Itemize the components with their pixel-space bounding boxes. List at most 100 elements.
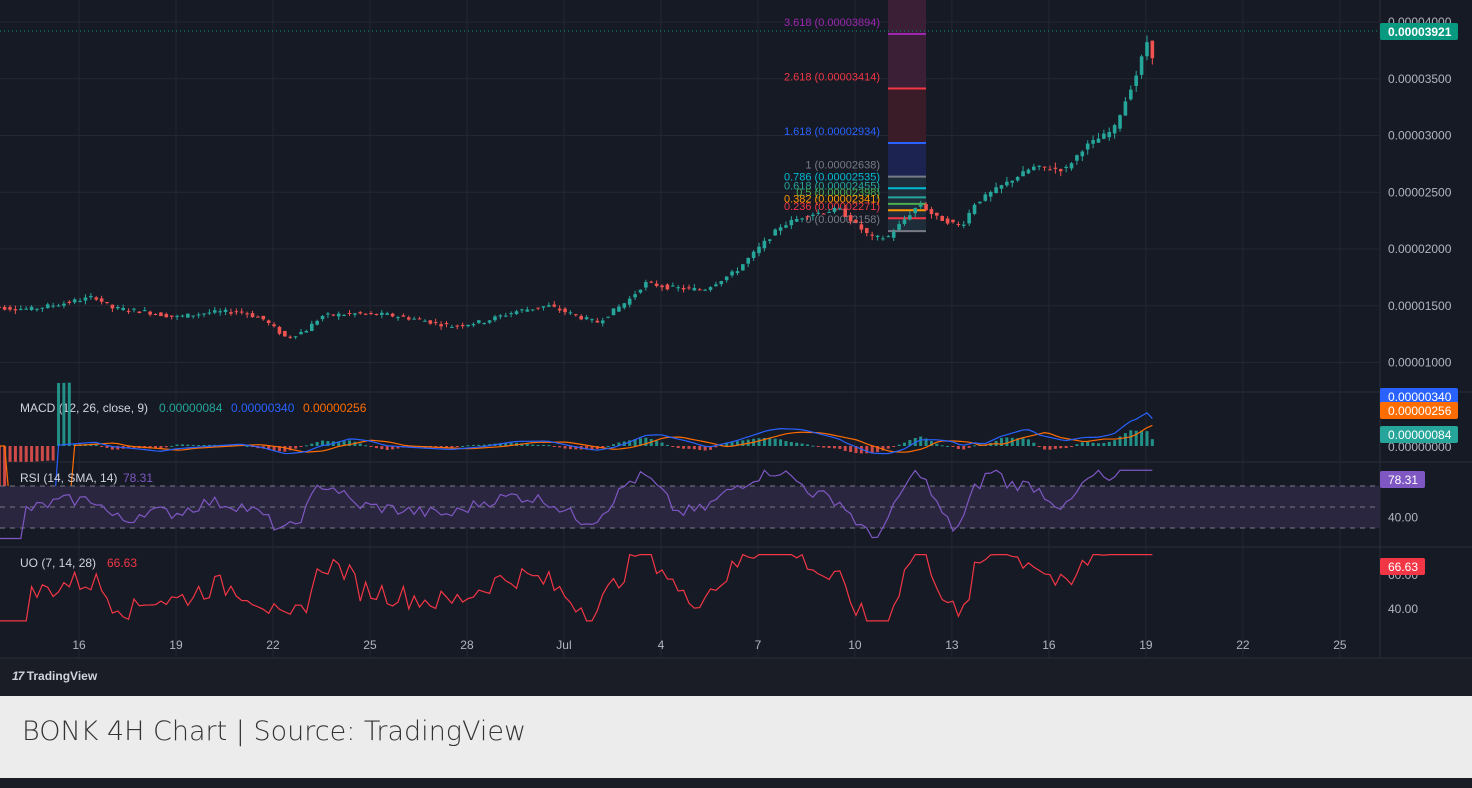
macd-histogram-bar [1096, 443, 1100, 446]
candle-body [967, 212, 971, 224]
candle-body [886, 236, 891, 238]
macd-histogram-bar [272, 446, 276, 451]
macd-histogram-bar [558, 446, 562, 448]
macd-histogram-bar [849, 446, 853, 453]
candle-body [19, 308, 23, 310]
macd-histogram-bar [940, 445, 944, 447]
macd-histogram-bar [725, 442, 729, 446]
candle-body [1053, 167, 1058, 169]
macd-histogram-bar [876, 446, 880, 452]
candle-body [35, 308, 39, 310]
macd-histogram-bar [886, 446, 890, 449]
candle-body [1042, 166, 1047, 168]
candle-body [1058, 169, 1063, 172]
candle-body [1005, 181, 1009, 186]
candle-body [999, 185, 1004, 189]
candle-body [164, 314, 169, 318]
candle-body [169, 315, 174, 317]
macd-histogram-bar [773, 438, 777, 446]
rsi-value: 78.31 [123, 471, 153, 485]
time-axis-label: 25 [1333, 638, 1347, 652]
fib-level-label: 0 (0.00002158) [805, 214, 880, 226]
macd-histogram-bar [267, 446, 271, 450]
candle-body [261, 315, 266, 320]
rsi-badge-value: 78.31 [1388, 473, 1418, 487]
macd-histogram-bar [525, 443, 529, 446]
candle-body [159, 312, 163, 317]
candle-body [568, 312, 573, 314]
macd-histogram-bar [197, 445, 201, 447]
price-axis-label: 0.00001000 [1388, 356, 1452, 370]
candle-body [40, 307, 45, 309]
candle-body [396, 317, 400, 319]
time-axis-label: 16 [1042, 638, 1056, 652]
fib-level-label: 0.382 (0.00002341) [784, 193, 880, 205]
uo-badge-value: 66.63 [1388, 560, 1418, 574]
candle-body [1091, 140, 1095, 144]
macd-histogram-bar [35, 446, 39, 462]
candle-body [401, 315, 406, 317]
macd-histogram-bar [245, 445, 249, 447]
macd-histogram-bar [1037, 446, 1041, 448]
macd-histogram-bar [461, 446, 465, 447]
candle-body [369, 313, 373, 315]
tradingview-logo[interactable]: 17 TradingView [12, 669, 97, 683]
candle-body [331, 314, 336, 316]
candle-body [2, 306, 7, 310]
uo-value-badge [1380, 558, 1425, 575]
candle-body [584, 317, 589, 320]
candle-body [1107, 131, 1112, 138]
candle-body [547, 305, 551, 307]
candle-body [153, 314, 158, 316]
candle-body [218, 311, 222, 313]
fib-zone-top [888, 0, 926, 89]
macd-histogram-bar [973, 445, 977, 447]
macd-histogram-bar [946, 445, 950, 447]
candle-body [870, 234, 874, 236]
macd-histogram-bar [612, 444, 616, 446]
candle-body [293, 336, 298, 338]
candle-body [924, 204, 928, 211]
candle-body [778, 227, 783, 231]
candle-body [590, 319, 594, 321]
candle-body [681, 287, 686, 290]
candle-body [606, 316, 610, 318]
rsi-title: RSI (14, SMA, 14) [20, 471, 117, 485]
uo-axis-label: 40.00 [1388, 602, 1418, 616]
candle-body [848, 215, 853, 222]
tradingview-logo-mark: 17 [12, 669, 24, 683]
macd-histogram-bar [1070, 446, 1074, 447]
macd-histogram-bar [326, 441, 330, 446]
candle-body [390, 313, 395, 317]
macd-histogram-bar [1016, 438, 1020, 446]
candle-body [423, 320, 427, 322]
macd-value-badge [1380, 388, 1458, 405]
macd-title: MACD (12, 26, close, 9) [20, 401, 148, 415]
candle-body [816, 212, 821, 214]
candle-body [1145, 42, 1149, 57]
macd-histogram-bar [46, 446, 50, 461]
candle-body [498, 315, 503, 317]
price-axis-label: 0.00003500 [1388, 72, 1452, 86]
macd-histogram-bar [127, 446, 131, 449]
candle-body [175, 315, 179, 317]
candle-body [126, 310, 131, 312]
candle-body [741, 264, 745, 271]
candle-body [385, 313, 390, 315]
candle-body [751, 251, 756, 259]
candle-body [105, 302, 109, 304]
fib-level-label: 3.618 (0.00003894) [784, 17, 880, 29]
uo-title: UO (7, 14, 28) [20, 556, 96, 570]
candle-body [1021, 171, 1025, 177]
trading-chart[interactable]: 16 19 22 25 28 Jul 4 7 10 13 16 19 22 250.000040000.0… [0, 0, 1472, 696]
time-axis-label: Jul [556, 638, 571, 652]
macd-histogram-bar [531, 444, 535, 446]
candle-body [94, 297, 99, 300]
candle-body [789, 220, 794, 226]
candle-body [838, 208, 842, 210]
macd-histogram-bar [628, 440, 632, 446]
candle-body [617, 306, 621, 312]
macd-histogram-bar [897, 444, 901, 446]
macd-histogram-bar [698, 446, 702, 451]
macd-histogram-bar [660, 442, 664, 446]
